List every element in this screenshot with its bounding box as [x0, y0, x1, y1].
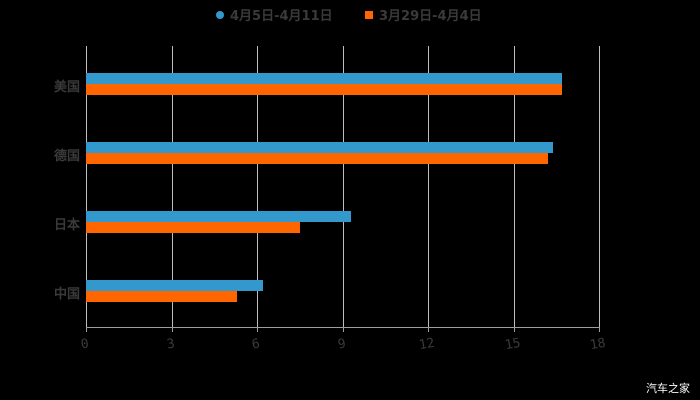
legend-square-icon — [365, 10, 373, 19]
gridline — [599, 46, 600, 327]
x-tick-label: 3 — [165, 336, 177, 353]
gridline — [514, 46, 515, 327]
x-tick-label: 6 — [250, 336, 262, 353]
bar-series-2[interactable] — [86, 84, 562, 95]
x-tick — [86, 327, 87, 332]
category-label: 美国 — [53, 80, 80, 95]
watermark: 汽车之家 — [646, 382, 690, 395]
x-axis — [86, 327, 599, 328]
x-tick — [514, 327, 515, 332]
bar-series-1[interactable] — [86, 142, 554, 153]
bar-series-1[interactable] — [86, 280, 263, 291]
x-tick — [428, 327, 429, 332]
x-tick-label: 15 — [503, 335, 522, 354]
legend-item-series-1[interactable]: 4月5日-4月11日 — [216, 5, 333, 24]
gridline — [172, 46, 173, 327]
x-tick-label: 9 — [336, 336, 348, 353]
legend-label: 3月29日-4月4日 — [379, 9, 482, 24]
legend-label: 4月5日-4月11日 — [230, 9, 333, 24]
x-tick — [343, 327, 344, 332]
gridline — [428, 46, 429, 327]
category-label: 德国 — [53, 149, 80, 164]
bar-series-1[interactable] — [86, 73, 562, 84]
gridline — [86, 46, 87, 327]
x-tick-label: 18 — [588, 335, 607, 354]
x-tick-label: 0 — [79, 336, 91, 353]
bar-series-2[interactable] — [86, 291, 238, 302]
legend-circle-icon — [216, 10, 224, 19]
gridline — [257, 46, 258, 327]
bar-series-1[interactable] — [86, 211, 352, 222]
gridline — [343, 46, 344, 327]
legend-item-series-2[interactable]: 3月29日-4月4日 — [365, 5, 482, 24]
bar-series-2[interactable] — [86, 222, 300, 233]
bar-series-2[interactable] — [86, 153, 548, 164]
category-label: 中国 — [53, 287, 80, 302]
category-label: 日本 — [53, 218, 80, 233]
chart-legend: 4月5日-4月11日 3月29日-4月4日 — [0, 5, 700, 24]
x-tick — [599, 327, 600, 332]
x-tick — [172, 327, 173, 332]
x-tick-label: 12 — [417, 335, 436, 354]
x-tick — [257, 327, 258, 332]
